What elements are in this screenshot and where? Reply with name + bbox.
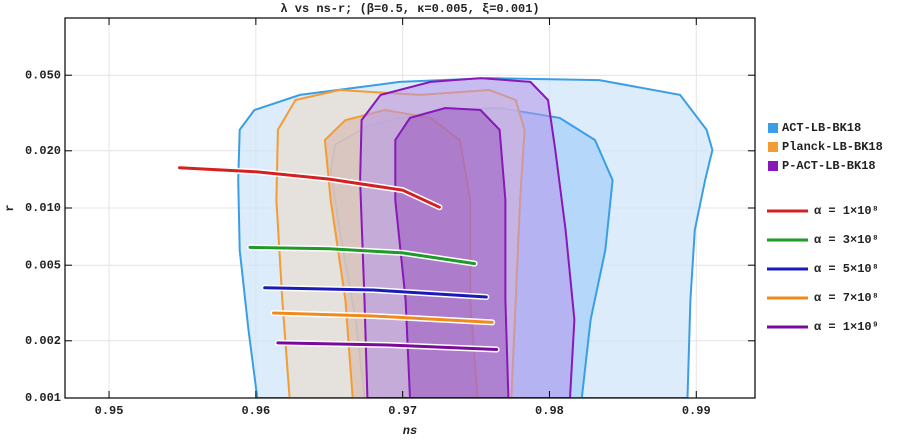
confidence-region <box>394 106 510 398</box>
x-tick-label: 0.98 <box>535 404 564 418</box>
x-tick-label: 0.99 <box>682 404 711 418</box>
line <box>263 286 488 299</box>
legend-label: α = 1×10⁸ <box>814 204 879 218</box>
legend-label: α = 5×10⁸ <box>814 262 879 276</box>
line <box>178 166 441 209</box>
legend-label: P-ACT-LB-BK18 <box>782 159 876 173</box>
y-tick-label: 0.050 <box>25 68 61 82</box>
plot-area <box>176 77 714 398</box>
y-tick-label: 0.010 <box>25 201 61 215</box>
x-tick-label: 0.95 <box>95 404 124 418</box>
line <box>248 245 477 266</box>
x-axis-label: ns <box>403 424 417 438</box>
legend-label: ACT-LB-BK18 <box>782 121 861 135</box>
legend-swatch <box>768 123 778 133</box>
legend-swatch <box>768 161 778 171</box>
y-tick-label: 0.002 <box>25 334 61 348</box>
legend-label: Planck-LB-BK18 <box>782 140 883 154</box>
legend-label: α = 7×10⁸ <box>814 291 879 305</box>
legend-swatch <box>768 142 778 152</box>
y-axis-label: r <box>3 204 17 211</box>
y-tick-label: 0.020 <box>25 144 61 158</box>
x-tick-label: 0.96 <box>241 404 270 418</box>
y-tick-label: 0.001 <box>25 391 61 405</box>
x-tick-label: 0.97 <box>388 404 417 418</box>
y-tick-label: 0.005 <box>25 258 61 272</box>
line <box>276 341 499 351</box>
legend-label: α = 3×10⁸ <box>814 233 879 247</box>
chart-title: λ vs ns-r; (β=0.5, κ=0.005, ξ=0.001) <box>280 2 539 16</box>
legend-label: α = 1×10⁹ <box>814 320 879 334</box>
line <box>272 311 494 324</box>
